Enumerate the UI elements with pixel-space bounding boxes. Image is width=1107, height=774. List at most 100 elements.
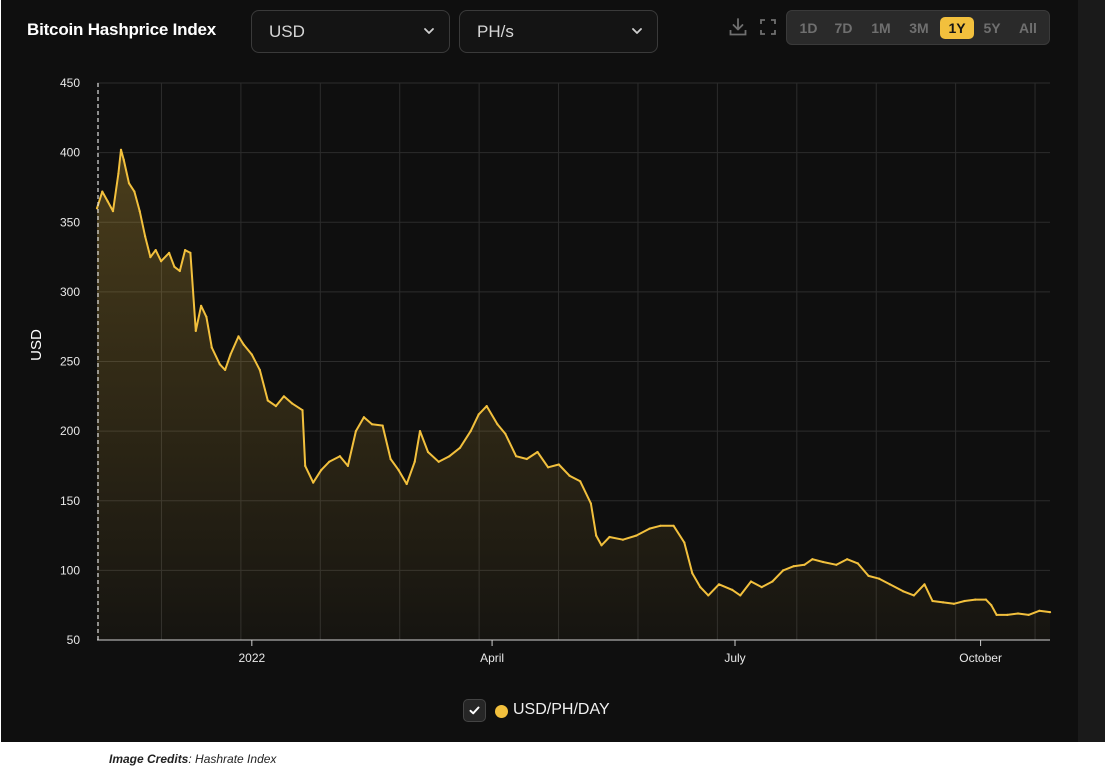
data-point: [749, 580, 753, 583]
unit-select[interactable]: PH/s: [459, 10, 658, 53]
data-point: [106, 200, 109, 203]
data-point: [600, 544, 603, 547]
legend-series-label[interactable]: USD/PH/DAY: [513, 701, 610, 718]
data-point: [621, 538, 625, 541]
data-point: [707, 594, 710, 597]
series-area: [97, 149, 1050, 641]
data-point: [338, 455, 341, 458]
data-point: [792, 565, 795, 568]
currency-select-value: USD: [269, 22, 305, 41]
data-point: [111, 210, 115, 213]
data-point: [138, 210, 141, 213]
x-tick-label: 2022: [238, 651, 265, 665]
data-point: [568, 474, 571, 477]
data-point: [811, 558, 814, 561]
data-point: [237, 335, 240, 338]
chevron-down-icon: [632, 28, 642, 34]
data-point: [178, 269, 181, 273]
data-point: [963, 599, 966, 603]
data-point: [458, 446, 462, 449]
data-point: [589, 502, 593, 505]
data-point: [405, 482, 408, 486]
data-point: [878, 577, 881, 580]
range-5y-button[interactable]: 5Y: [983, 20, 1001, 36]
data-point: [101, 190, 104, 193]
range-3m-button[interactable]: 3M: [909, 20, 929, 36]
data-point: [731, 588, 734, 592]
range-1y-button[interactable]: 1Y: [940, 17, 974, 39]
fullscreen-icon[interactable]: [757, 16, 779, 38]
data-point: [1027, 613, 1030, 617]
image-credits: Image Credits: Hashrate Index: [109, 752, 277, 766]
range-1m-button[interactable]: 1M: [871, 20, 891, 36]
data-point: [354, 430, 357, 433]
data-point: [782, 569, 785, 572]
data-point: [648, 527, 651, 530]
currency-select[interactable]: USD: [251, 10, 450, 53]
y-tick-label: 250: [60, 355, 80, 369]
data-point: [154, 249, 157, 252]
data-point: [224, 368, 227, 371]
range-1d-button[interactable]: 1D: [799, 20, 818, 36]
data-point: [266, 399, 269, 402]
scrollbar[interactable]: [1078, 0, 1105, 742]
data-point: [189, 251, 192, 254]
chart-plot: 50 100 150 200 250 300 350 400 450 2022 April July O…: [28, 76, 1052, 665]
range-all-button[interactable]: All: [1019, 20, 1037, 36]
data-point: [274, 405, 277, 408]
data-point: [856, 562, 859, 565]
data-point: [974, 598, 977, 601]
credits-label: Image Credits: [109, 752, 189, 766]
data-point: [1038, 609, 1041, 612]
data-point: [117, 172, 120, 175]
download-icon[interactable]: [727, 16, 749, 38]
y-tick-label: 150: [60, 494, 80, 508]
data-point: [144, 235, 147, 238]
data-point: [312, 481, 315, 484]
data-point: [608, 535, 611, 539]
data-point: [547, 466, 550, 469]
data-point: [691, 572, 694, 575]
data-point: [119, 148, 123, 151]
data-point: [595, 534, 598, 537]
data-point: [210, 346, 213, 349]
data-point: [242, 343, 245, 346]
legend-series-dot: [495, 705, 508, 718]
data-point: [699, 586, 702, 589]
data-point: [168, 251, 171, 254]
data-point: [984, 598, 988, 601]
data-point: [672, 524, 675, 527]
data-point: [250, 353, 253, 356]
data-point: [952, 602, 956, 605]
y-tick-label: 100: [60, 563, 80, 577]
data-point: [200, 304, 203, 307]
data-point: [320, 469, 323, 472]
data-point: [659, 524, 662, 527]
data-point: [418, 430, 422, 433]
data-point: [760, 586, 763, 589]
data-point: [942, 601, 945, 604]
data-point: [437, 460, 440, 463]
x-tick-label: April: [480, 651, 504, 665]
data-point: [771, 580, 774, 583]
chevron-down-icon: [424, 28, 434, 34]
x-tick-label: July: [724, 651, 745, 665]
chart-card: Bitcoin Hashprice Index USD PH/s 1D 7D 1…: [1, 0, 1078, 742]
data-point: [485, 405, 488, 408]
data-point: [536, 450, 539, 454]
check-icon: [469, 706, 480, 715]
data-point: [515, 455, 518, 458]
data-point: [448, 455, 451, 458]
legend-checkbox[interactable]: [463, 699, 486, 722]
data-point: [149, 256, 152, 259]
data-point: [127, 182, 131, 185]
chart-title: Bitcoin Hashprice Index: [27, 20, 217, 39]
range-7d-button[interactable]: 7D: [834, 20, 853, 36]
y-tick-label: 300: [60, 285, 80, 299]
data-point: [846, 558, 849, 561]
data-point: [635, 534, 638, 537]
data-point: [290, 402, 293, 405]
data-point: [888, 583, 891, 586]
data-point: [381, 424, 384, 427]
data-point: [822, 560, 825, 564]
